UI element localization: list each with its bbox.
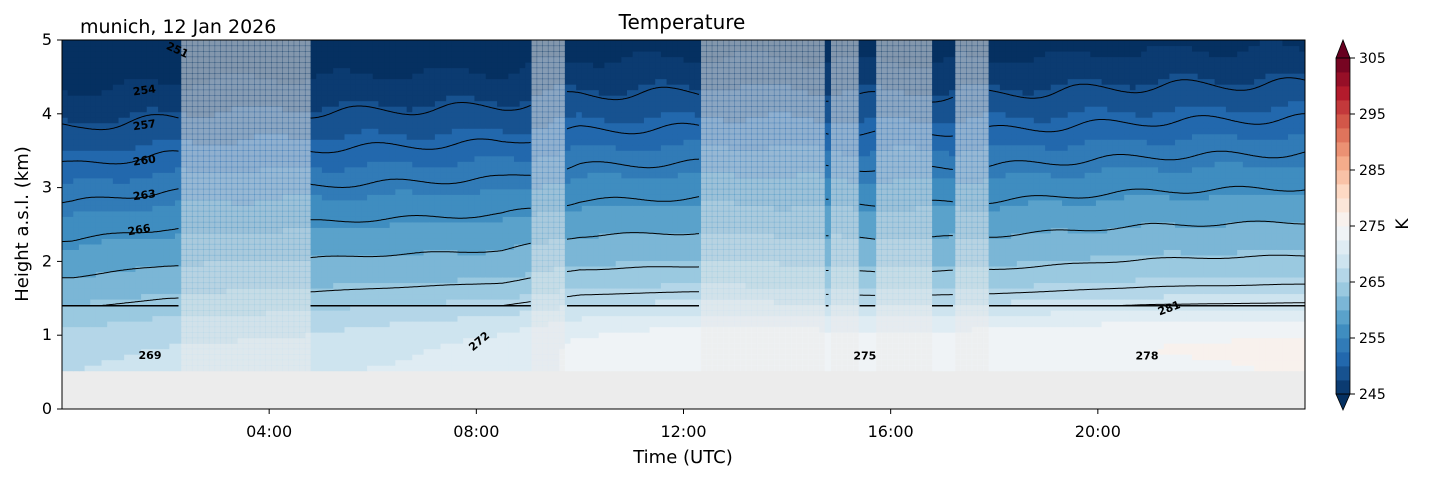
x-tick-label: 16:00 [868,422,914,441]
contour-line-254 [860,171,876,172]
colorbar-body [1336,40,1350,410]
colorbar-band [1336,296,1350,310]
colorbar-band [1336,100,1350,114]
contour-label-278: 278 [1136,350,1159,363]
colorbar-tick-label: 295 [1359,107,1386,123]
y-axis-ticks: 0 1 2 3 4 5 [42,30,62,418]
y-axis-title: Height a.s.l. (km) [12,146,33,302]
x-tick-label: 12:00 [660,422,706,441]
chart-title: Temperature [618,10,746,34]
colorbar-band [1336,226,1350,240]
colorbar-band [1336,268,1350,282]
colorbar: 245 255 265 275 285 295 305 K [1336,40,1413,410]
colorbar-band [1336,156,1350,170]
colorbar-tick-label: 265 [1359,275,1386,291]
colorbar-band [1336,352,1350,366]
colorbar-tick-label: 255 [1359,331,1386,347]
y-tick-label: 4 [42,104,52,123]
contour-label-275: 275 [853,350,876,363]
colorbar-tick-label: 305 [1359,51,1386,67]
y-tick-label: 0 [42,399,52,418]
colorbar-band [1336,254,1350,268]
colorbar-band [1336,198,1350,212]
contour-line-251 [826,134,829,135]
x-tick-label: 20:00 [1075,422,1121,441]
colorbar-band [1336,240,1350,254]
temperature-field [62,40,1306,371]
colorbar-band [1336,86,1350,100]
colorbar-band [1336,282,1350,296]
colorbar-band [1336,114,1350,128]
colorbar-band [1336,170,1350,184]
y-tick-label: 3 [42,178,52,197]
x-tick-label: 04:00 [246,422,292,441]
colorbar-tick-label: 245 [1359,387,1386,403]
colorbar-band [1336,366,1350,380]
colorbar-label: K [1393,218,1413,230]
colorbar-ticks: 245 255 265 275 285 295 305 [1350,51,1386,403]
colorbar-band [1336,380,1350,394]
y-tick-label: 1 [42,325,52,344]
colorbar-tick-label: 275 [1359,219,1386,235]
colorbar-band [1336,72,1350,86]
colorbar-tick-label: 285 [1359,163,1386,179]
colorbar-band [1336,184,1350,198]
chart-subtitle: munich, 12 Jan 2026 [80,16,276,38]
colorbar-band [1336,212,1350,226]
colorbar-band [1336,58,1350,72]
y-tick-label: 2 [42,251,52,270]
contour-label-269: 269 [139,349,162,362]
colorbar-band [1336,338,1350,352]
colorbar-band [1336,310,1350,324]
colorbar-band [1336,128,1350,142]
x-axis-ticks: 04:00 08:00 12:00 16:00 20:00 [246,409,1121,441]
colorbar-extend-bottom [1336,394,1350,410]
y-tick-label: 5 [42,30,52,49]
colorbar-extend-top [1336,40,1350,58]
colorbar-band [1336,142,1350,156]
contour-line-254 [826,165,829,166]
colorbar-band [1336,324,1350,338]
x-tick-label: 08:00 [453,422,499,441]
x-axis-title: Time (UTC) [632,447,733,468]
